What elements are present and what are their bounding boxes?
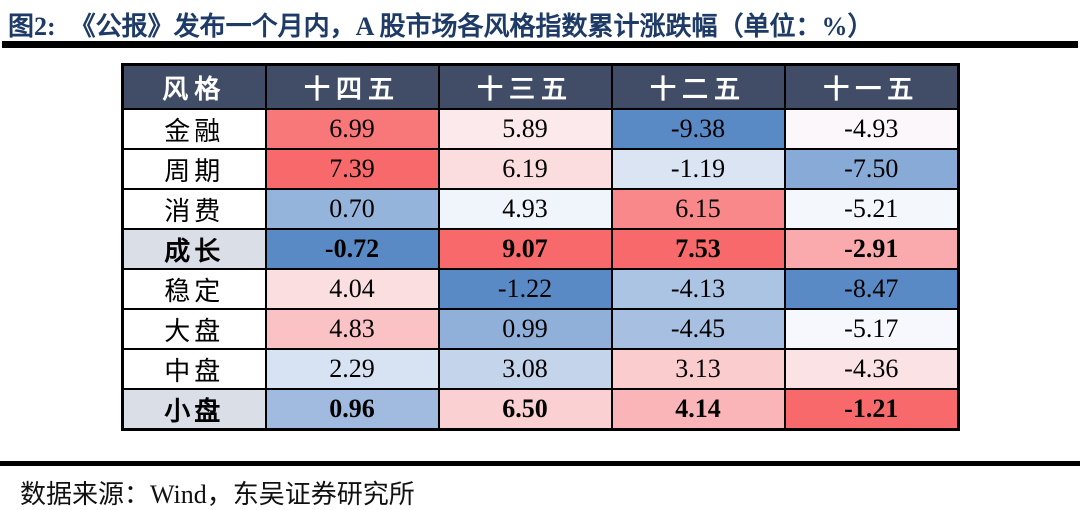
- value-cell: -4.36: [783, 348, 960, 390]
- style-label-cell: 中盘: [121, 348, 267, 390]
- value-cell: 0.96: [264, 388, 440, 431]
- column-header-14th-plan: 十四五: [264, 63, 440, 110]
- value-cell: -2.91: [783, 228, 960, 270]
- value-cell: -1.22: [437, 268, 613, 310]
- value-cell: 6.15: [610, 188, 786, 230]
- value-cell: 0.70: [264, 188, 440, 230]
- value-cell: 2.29: [264, 348, 440, 390]
- value-cell: 7.39: [264, 148, 440, 190]
- value-cell: -5.21: [783, 188, 960, 230]
- heatmap-table-container: 风格 十四五 十三五 十二五 十一五 金融 6.99 5.89 -9.38 -4.93 周…: [121, 63, 960, 431]
- value-cell: -8.47: [783, 268, 960, 310]
- table-row: 大盘 4.83 0.99 -4.45 -5.17: [121, 308, 960, 350]
- value-cell: 4.04: [264, 268, 440, 310]
- table-header-row: 风格 十四五 十三五 十二五 十一五: [121, 63, 960, 110]
- column-header-12th-plan: 十二五: [610, 63, 786, 110]
- style-index-heatmap-table: 风格 十四五 十三五 十二五 十一五 金融 6.99 5.89 -9.38 -4.93 周…: [121, 63, 960, 431]
- data-source-note: 数据来源：Wind，东吴证券研究所: [20, 480, 415, 509]
- value-cell: -9.38: [610, 108, 786, 150]
- table-row: 消费 0.70 4.93 6.15 -5.21: [121, 188, 960, 230]
- value-cell: 7.53: [610, 228, 786, 270]
- value-cell: 6.19: [437, 148, 613, 190]
- value-cell: -0.72: [264, 228, 440, 270]
- value-cell: 6.99: [264, 108, 440, 150]
- style-label-cell: 小盘: [121, 388, 267, 431]
- style-label-cell: 稳定: [121, 268, 267, 310]
- title-divider-rule: [2, 41, 1078, 48]
- value-cell: -1.21: [783, 388, 960, 431]
- table-row: 稳定 4.04 -1.22 -4.13 -8.47: [121, 268, 960, 310]
- value-cell: 9.07: [437, 228, 613, 270]
- footer-divider-rule: [0, 461, 1080, 466]
- value-cell: 0.99: [437, 308, 613, 350]
- value-cell: -1.19: [610, 148, 786, 190]
- value-cell: 4.83: [264, 308, 440, 350]
- style-label-cell: 消费: [121, 188, 267, 230]
- figure-title: 图2: 《公报》发布一个月内，A 股市场各风格指数累计涨跌幅（单位：%）: [8, 6, 1068, 43]
- column-header-13th-plan: 十三五: [437, 63, 613, 110]
- column-header-11th-plan: 十一五: [783, 63, 960, 110]
- value-cell: 3.08: [437, 348, 613, 390]
- value-cell: 6.50: [437, 388, 613, 431]
- value-cell: -4.13: [610, 268, 786, 310]
- value-cell: 4.93: [437, 188, 613, 230]
- column-header-style: 风格: [121, 63, 267, 110]
- style-label-cell: 周期: [121, 148, 267, 190]
- value-cell: 5.89: [437, 108, 613, 150]
- style-label-cell: 成长: [121, 228, 267, 270]
- table-row: 金融 6.99 5.89 -9.38 -4.93: [121, 108, 960, 150]
- figure-number-label: 图2:: [8, 12, 56, 41]
- figure-title-text: 《公报》发布一个月内，A 股市场各风格指数累计涨跌幅（单位：%）: [69, 12, 874, 41]
- table-row: 周期 7.39 6.19 -1.19 -7.50: [121, 148, 960, 190]
- value-cell: -7.50: [783, 148, 960, 190]
- value-cell: -4.93: [783, 108, 960, 150]
- value-cell: 3.13: [610, 348, 786, 390]
- table-row: 成长 -0.72 9.07 7.53 -2.91: [121, 228, 960, 270]
- table-row: 中盘 2.29 3.08 3.13 -4.36: [121, 348, 960, 390]
- value-cell: 4.14: [610, 388, 786, 431]
- style-label-cell: 大盘: [121, 308, 267, 350]
- style-label-cell: 金融: [121, 108, 267, 150]
- value-cell: -5.17: [783, 308, 960, 350]
- value-cell: -4.45: [610, 308, 786, 350]
- table-body: 金融 6.99 5.89 -9.38 -4.93 周期 7.39 6.19 -1.19 -7.50…: [121, 108, 960, 431]
- table-row: 小盘 0.96 6.50 4.14 -1.21: [121, 388, 960, 431]
